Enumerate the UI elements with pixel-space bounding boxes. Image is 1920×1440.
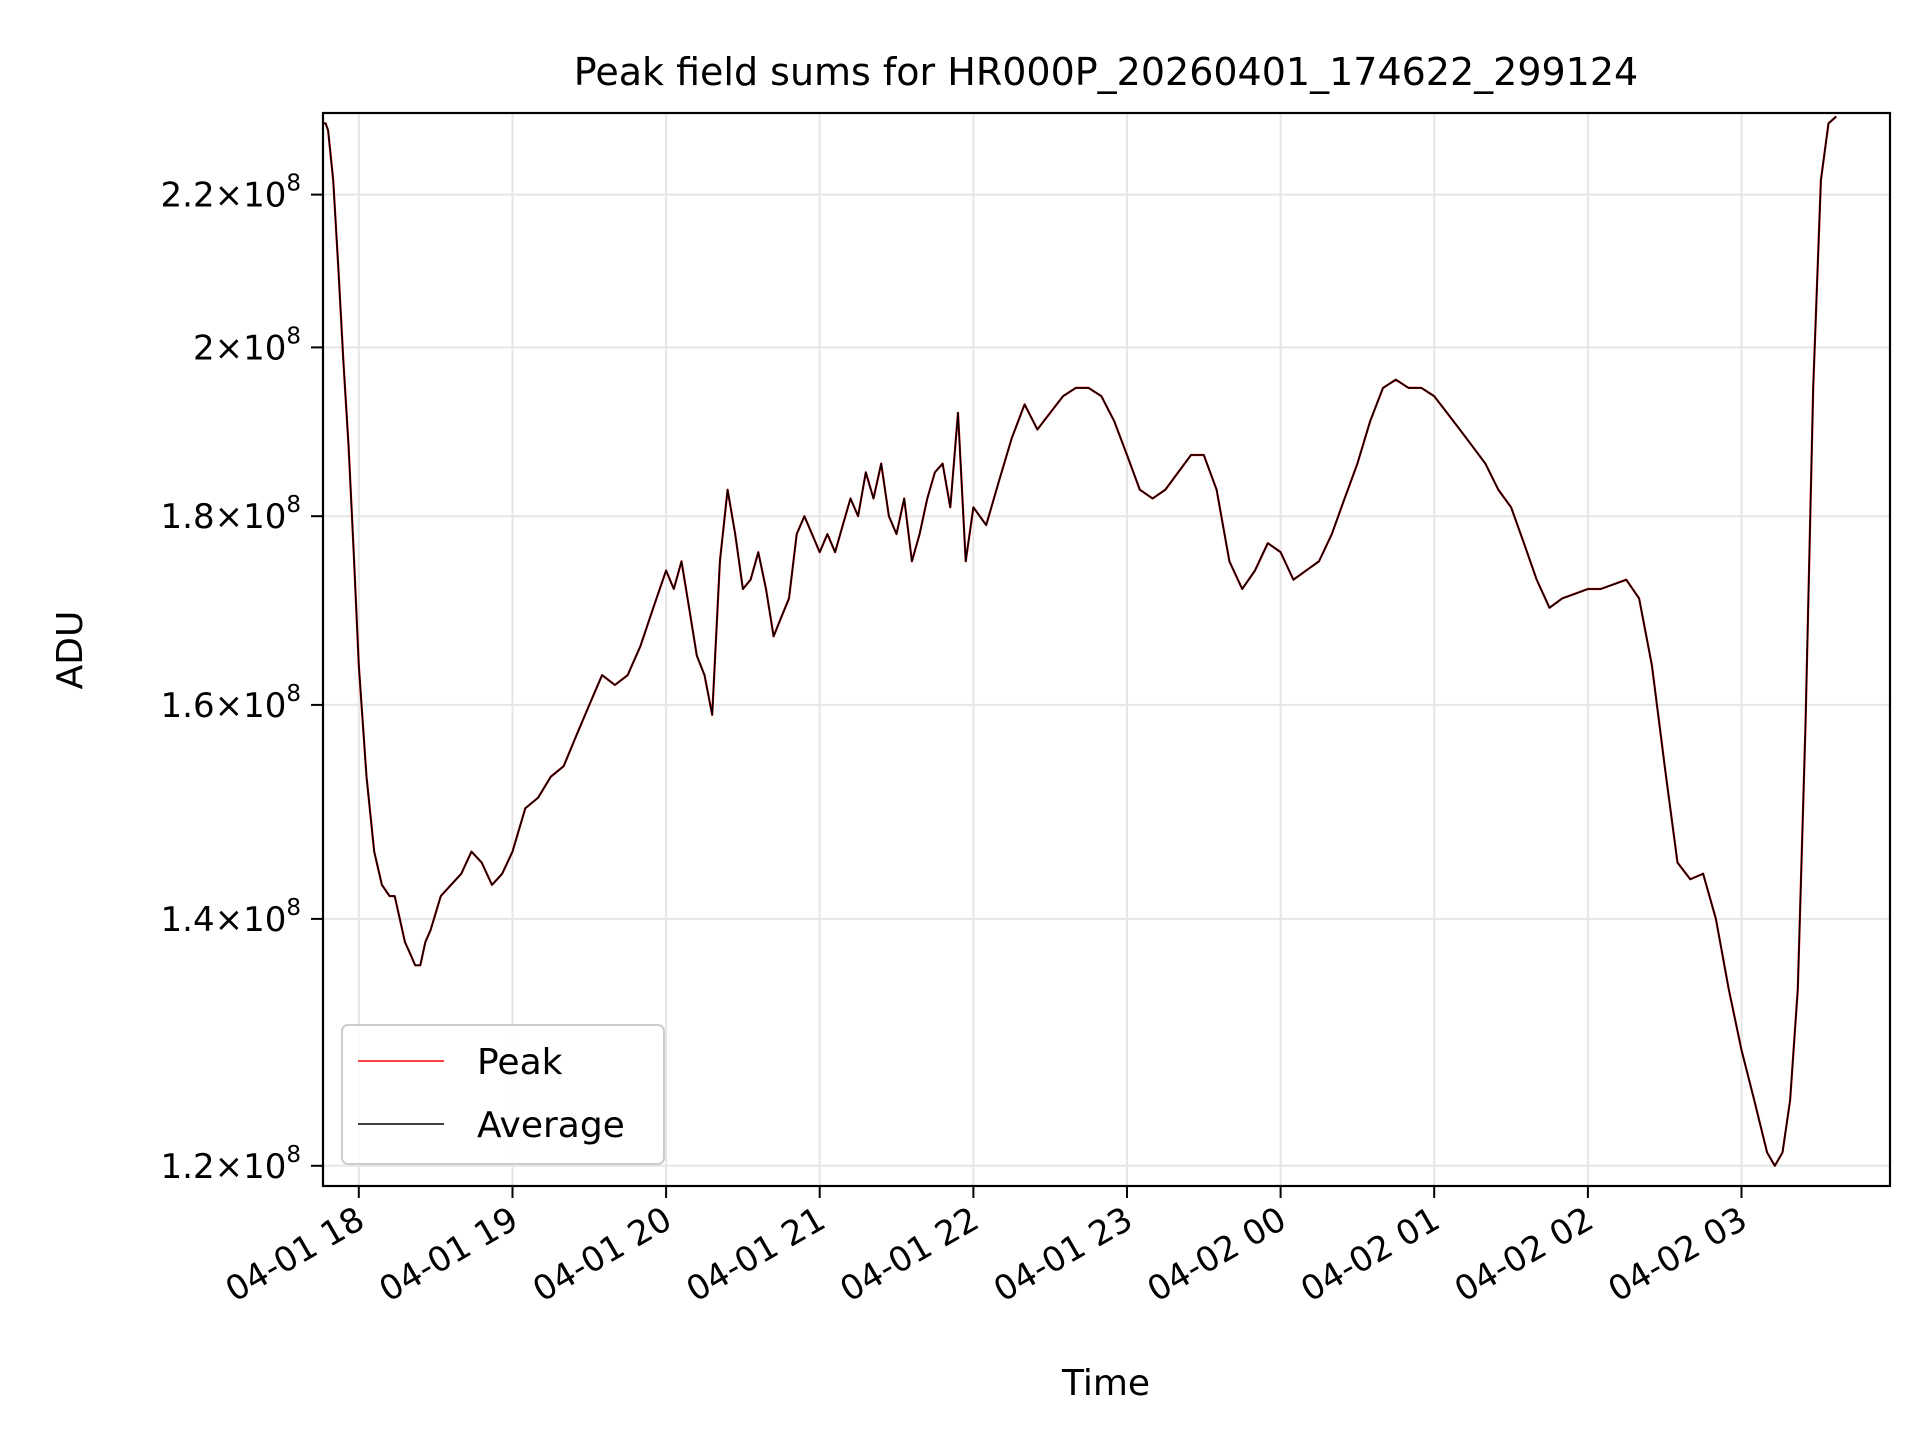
y-tick-exponent: 8: [286, 1142, 301, 1168]
y-tick-exponent: 8: [286, 171, 301, 197]
y-tick-base: 10: [243, 686, 286, 726]
y-tick-label: 1.8×108: [161, 492, 301, 537]
y-tick-mantissa: 1.8: [161, 497, 215, 537]
y-tick-label: 1.4×108: [161, 895, 301, 940]
y-tick-exponent: 8: [286, 492, 301, 518]
chart-title: Peak field sums for HR000P_20260401_1746…: [574, 50, 1638, 94]
y-tick-base: 10: [243, 900, 286, 940]
y-tick-label: 2.2×108: [161, 171, 301, 216]
y-tick-base: 10: [243, 497, 286, 537]
y-tick-mantissa: 1.6: [161, 686, 215, 726]
legend-label-peak: Peak: [477, 1042, 563, 1083]
y-tick-exponent: 8: [286, 323, 301, 349]
series-layer: [323, 115, 1837, 1167]
series-line-average: [323, 115, 1837, 1167]
y-tick-mantissa: 1.4: [161, 900, 215, 940]
y-tick-mantissa: 1.2: [161, 1147, 215, 1187]
y-tick-mantissa: 2.2: [161, 176, 215, 216]
y-tick-exponent: 8: [286, 895, 301, 921]
y-tick-base: 10: [243, 176, 286, 216]
y-tick-mantissa: 2: [193, 328, 215, 368]
y-tick-label: 1.6×108: [161, 681, 301, 726]
legend-box: [341, 1024, 665, 1165]
legend-label-average: Average: [477, 1105, 625, 1146]
y-tick-base: 10: [243, 1147, 286, 1187]
plot-frame: [321, 111, 1892, 1188]
grid-lines: [323, 113, 1890, 1186]
y-tick-base: 10: [243, 328, 286, 368]
y-axis-label: ADU: [50, 611, 91, 690]
y-tick-label: 1.2×108: [161, 1142, 301, 1187]
legend: Peak Average: [341, 1024, 665, 1165]
y-tick-exponent: 8: [286, 681, 301, 707]
x-axis-label: Time: [1061, 1363, 1150, 1404]
y-tick-label: 2×108: [193, 323, 301, 368]
y-axis: 1.2×108 1.4×108 1.6×108 1.8×108 2×108 2.2×108: [161, 171, 323, 1187]
